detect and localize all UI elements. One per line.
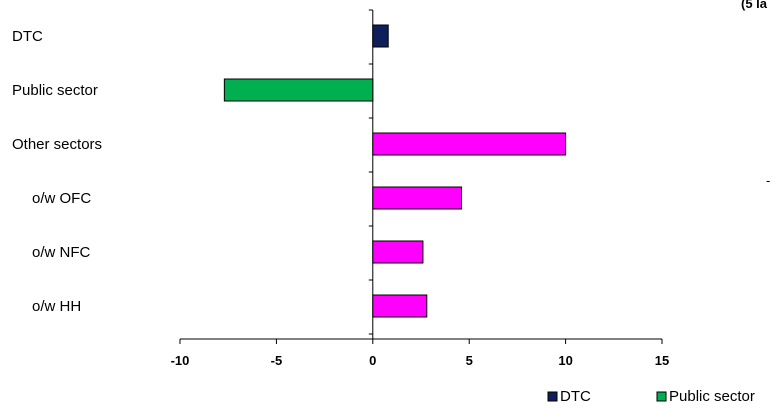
category-label: o/w NFC	[32, 244, 91, 261]
category-label: o/w HH	[32, 298, 81, 315]
x-tick-label: -10	[171, 353, 190, 368]
legend-swatch	[547, 391, 558, 402]
category-label: DTC	[12, 28, 43, 45]
category-label: Public sector	[12, 82, 98, 99]
category-label: o/w OFC	[32, 190, 91, 207]
bar-o-w-ofc	[372, 186, 462, 210]
legend-swatch	[656, 391, 667, 402]
bar-o-w-hh	[372, 294, 428, 318]
category-labels: DTC Public sector Other sectors o/w OFC o/w …	[12, 28, 102, 315]
x-tick-label: 0	[369, 353, 376, 368]
bar-public-sector	[223, 78, 374, 102]
x-tick-label: 5	[466, 353, 473, 368]
category-label: Other sectors	[12, 136, 102, 153]
corner-text-fragment: (5 la	[741, 0, 768, 11]
legend-label: Public sector	[669, 388, 755, 405]
bars	[223, 24, 567, 318]
legend-label: DTC	[560, 388, 591, 405]
legend: DTC Public sector	[547, 388, 755, 405]
x-ticks: -10 -5 0 5 10 15	[171, 339, 669, 368]
bar-other-sectors	[372, 132, 567, 156]
x-tick-label: -5	[271, 353, 283, 368]
side-mark: -	[766, 173, 770, 188]
x-tick-label: 15	[655, 353, 669, 368]
x-tick-label: 10	[558, 353, 572, 368]
axes	[180, 9, 662, 340]
bar-dtc	[372, 24, 389, 48]
bar-o-w-nfc	[372, 240, 424, 264]
